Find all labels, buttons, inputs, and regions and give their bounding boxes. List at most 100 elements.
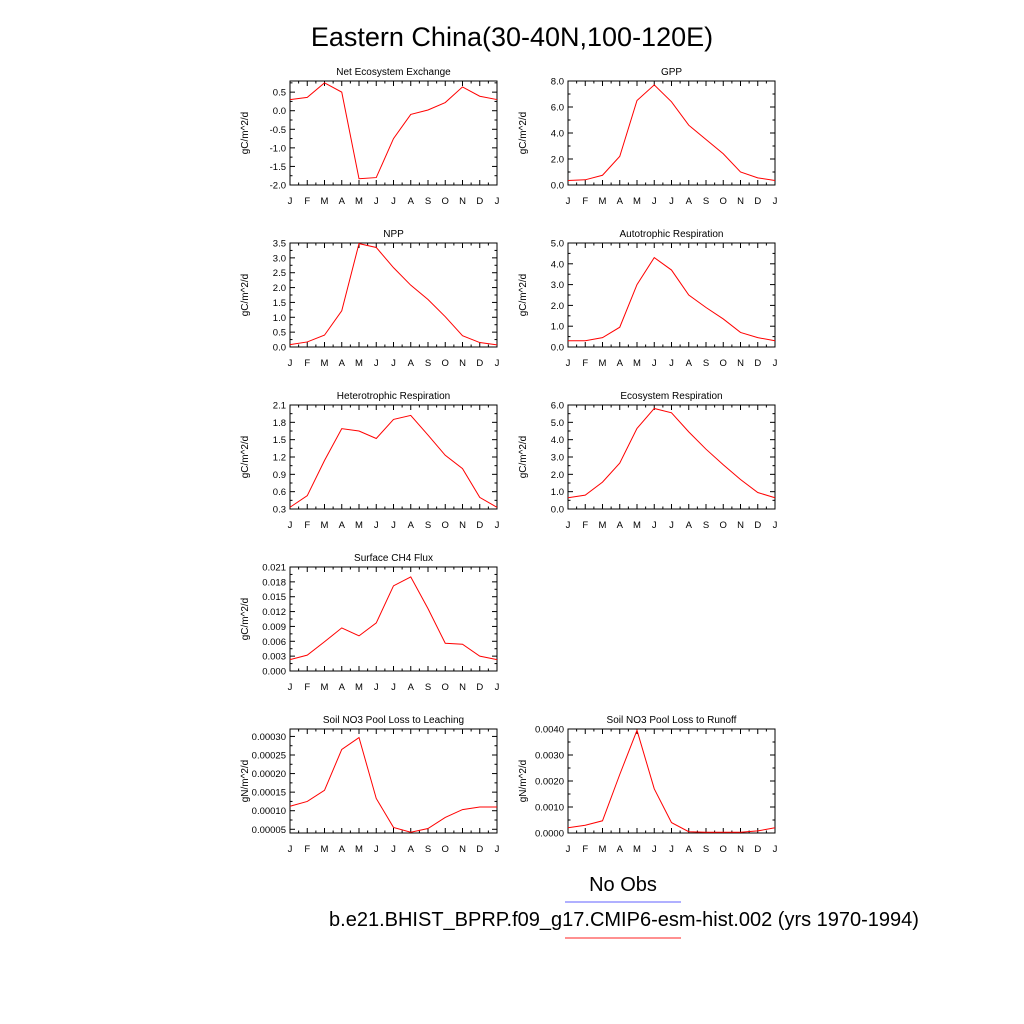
y-tick-label: 0.0 <box>273 343 286 354</box>
y-tick-label: 0.0 <box>551 505 564 516</box>
x-tick-label: S <box>425 682 431 693</box>
x-tick-label: N <box>459 520 466 531</box>
x-tick-label: A <box>686 844 693 855</box>
x-tick-label: J <box>374 196 379 207</box>
plot-frame <box>567 728 776 834</box>
panel-title: Surface CH4 Flux <box>354 553 433 564</box>
panel-title: Net Ecosystem Exchange <box>336 67 451 78</box>
x-tick-label: N <box>459 358 466 369</box>
panel-title: Soil NO3 Pool Loss to Leaching <box>323 715 464 726</box>
x-tick-label: N <box>737 844 744 855</box>
model-series-line <box>567 728 776 833</box>
x-tick-label: M <box>321 196 329 207</box>
x-tick-label: J <box>288 844 293 855</box>
x-tick-label: A <box>339 844 346 855</box>
x-tick-label: J <box>374 520 379 531</box>
y-tick-label: 0.00025 <box>252 751 286 762</box>
x-tick-label: O <box>442 196 449 207</box>
x-tick-label: D <box>754 520 761 531</box>
x-tick-label: O <box>720 196 727 207</box>
x-tick-label: F <box>304 196 310 207</box>
y-tick-label: 2.5 <box>273 268 286 279</box>
y-tick-label: -1.0 <box>270 143 286 154</box>
x-tick-label: D <box>754 358 761 369</box>
x-tick-label: A <box>686 196 693 207</box>
y-tick-label: 0.5 <box>273 328 286 339</box>
x-tick-label: J <box>773 520 778 531</box>
x-tick-label: J <box>495 358 500 369</box>
x-tick-label: A <box>339 358 346 369</box>
y-tick-label: 1.2 <box>273 453 286 464</box>
x-tick-label: M <box>599 196 607 207</box>
x-tick-label: M <box>633 196 641 207</box>
x-tick-label: M <box>633 520 641 531</box>
legend-model-label: b.e21.BHIST_BPRP.f09_g17.CMIP6-esm-hist.… <box>329 909 919 931</box>
y-tick-label: 0.003 <box>262 652 286 663</box>
y-tick-label: 1.5 <box>273 298 286 309</box>
y-axis-label: gC/m^2/d <box>518 274 529 317</box>
x-tick-label: A <box>408 682 415 693</box>
x-tick-label: D <box>754 196 761 207</box>
x-tick-label: O <box>720 520 727 531</box>
x-tick-label: F <box>304 682 310 693</box>
x-tick-label: N <box>737 520 744 531</box>
plot-frame <box>289 728 498 834</box>
x-tick-label: J <box>288 358 293 369</box>
legend-obs-label: No Obs <box>589 874 657 896</box>
model-series-line <box>567 407 776 499</box>
y-tick-label: 0.3 <box>273 505 286 516</box>
x-tick-label: J <box>773 844 778 855</box>
x-tick-label: O <box>442 520 449 531</box>
x-tick-label: F <box>582 358 588 369</box>
plot-frame <box>567 80 776 186</box>
y-tick-label: 0.0 <box>551 181 564 192</box>
x-tick-label: F <box>582 844 588 855</box>
y-tick-label: 0.0000 <box>535 829 564 840</box>
figure-title: Eastern China(30-40N,100-120E) <box>311 22 713 52</box>
x-tick-label: A <box>617 358 624 369</box>
y-tick-label: 2.0 <box>551 301 564 312</box>
x-tick-label: A <box>686 520 693 531</box>
x-tick-label: J <box>288 196 293 207</box>
x-tick-label: J <box>773 196 778 207</box>
panel-title: Ecosystem Respiration <box>620 391 722 402</box>
x-tick-label: A <box>408 196 415 207</box>
y-tick-label: 0.0020 <box>535 777 564 788</box>
x-tick-label: J <box>669 196 674 207</box>
x-tick-label: M <box>355 844 363 855</box>
x-tick-label: J <box>495 196 500 207</box>
x-tick-label: S <box>425 358 431 369</box>
y-axis-label: gC/m^2/d <box>240 112 251 155</box>
y-tick-label: 0.0 <box>273 106 286 117</box>
y-tick-label: 0.00015 <box>252 788 286 799</box>
x-tick-label: J <box>391 682 396 693</box>
y-tick-label: 0.0040 <box>535 725 564 736</box>
y-tick-label: 4.0 <box>551 435 564 446</box>
y-tick-label: 2.0 <box>551 470 564 481</box>
x-tick-label: O <box>442 844 449 855</box>
y-tick-label: 4.0 <box>551 129 564 140</box>
x-tick-label: A <box>617 520 624 531</box>
panel-title: NPP <box>383 229 404 240</box>
x-tick-label: M <box>599 844 607 855</box>
x-tick-label: O <box>442 682 449 693</box>
x-tick-label: J <box>669 844 674 855</box>
x-tick-label: F <box>304 520 310 531</box>
legend: No Obs b.e21.BHIST_BPRP.f09_g17.CMIP6-es… <box>329 874 919 939</box>
x-tick-label: J <box>566 844 571 855</box>
x-tick-label: M <box>355 196 363 207</box>
x-tick-label: J <box>495 520 500 531</box>
y-tick-label: 0.9 <box>273 470 286 481</box>
x-tick-label: M <box>355 358 363 369</box>
y-tick-label: 0.00020 <box>252 769 286 780</box>
y-tick-label: 0.5 <box>273 88 286 99</box>
